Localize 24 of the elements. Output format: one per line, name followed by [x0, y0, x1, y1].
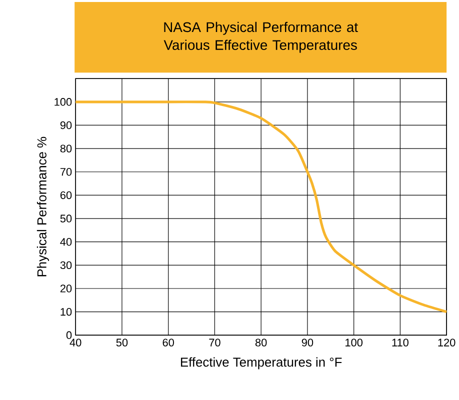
x-tick-label: 40 — [70, 338, 82, 347]
chart-title: NASA Physical Performance at Various Effective Temperatures — [164, 22, 358, 53]
y-tick-label: 30 — [60, 261, 72, 270]
line-series — [74, 100, 448, 314]
x-tick-label: 70 — [209, 338, 220, 347]
x-tick-label: 110 — [392, 338, 408, 347]
x-tick-label: 50 — [116, 338, 128, 347]
y-tick-label: 60 — [60, 191, 72, 200]
x-tick-label: 100 — [346, 338, 363, 347]
y-tick-label: 0 — [66, 331, 72, 340]
x-axis-title: Effective Temperatures in °F — [180, 357, 342, 370]
x-tick-label: 60 — [162, 338, 174, 347]
y-tick-label: 90 — [60, 121, 72, 130]
y-tick-label: 20 — [60, 284, 72, 292]
x-tick-label: 120 — [438, 338, 456, 347]
y-tick-label: 100 — [54, 98, 72, 106]
y-tick-label: 70 — [60, 168, 72, 176]
y-tick-label: 10 — [60, 308, 72, 316]
y-tick-label: 80 — [60, 144, 72, 153]
y-tick-label: 50 — [60, 214, 72, 222]
y-tick-label: 40 — [60, 238, 72, 246]
x-tick-label: 80 — [255, 338, 267, 347]
x-tick-label: 90 — [302, 338, 314, 347]
y-axis-title: Physical Performance % — [36, 137, 49, 276]
